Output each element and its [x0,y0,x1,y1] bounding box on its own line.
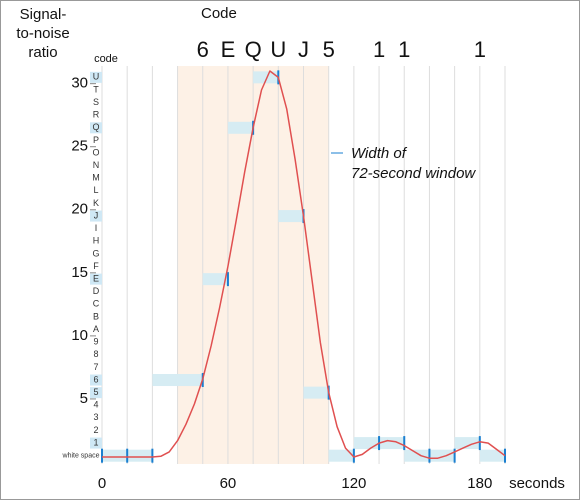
code-tick-label: I [95,223,98,233]
code-tick-label: 9 [93,337,98,347]
sample-band [379,437,405,450]
sample-band [253,71,279,84]
code-highlight [90,210,102,222]
code-tick-label: B [93,311,99,321]
y-axis-label: to-noise [16,25,69,42]
sample-band [328,449,354,462]
code-tick-label: D [93,286,100,296]
code-tick-label: K [93,198,99,208]
x-tick-label: 120 [341,475,366,492]
sample-band [479,449,505,462]
x-tick-label: 180 [467,475,492,492]
code-tick-label: L [93,185,98,195]
y-tick-label: 15 [71,264,88,281]
code-tick-label: S [93,97,99,107]
y-tick-label: 10 [71,327,88,344]
y-tick-label: 30 [71,75,88,92]
code-axis-label: code [94,53,118,65]
snr-curve [102,70,506,459]
y-axis-label: ratio [28,44,57,61]
code-tick-label: R [93,110,100,120]
code-tick-label: white space [62,453,100,460]
decoded-code: Q [245,37,262,62]
code-tick-label: 6 [93,374,98,384]
code-tick-label: Q [92,122,99,132]
sample-band [353,437,380,450]
code-tick-label: 2 [93,425,98,435]
code-highlight [90,273,102,285]
code-tick-label: C [93,299,100,309]
code-highlight [90,437,102,449]
background-layer [90,66,506,464]
code-tick-label: 3 [93,412,98,422]
code-tick-label: M [92,173,100,183]
sample-band [127,449,153,462]
sample-band [303,386,329,399]
annotation: Width of [351,145,408,162]
code-tick-label: 7 [93,362,98,372]
x-tick-label: 0 [98,475,106,492]
y-tick-label: 25 [71,138,88,155]
y-tick-label: 5 [80,390,88,407]
code-tick-label: F [93,261,99,271]
sample-band [454,437,480,450]
decoded-code: 1 [474,37,486,62]
code-highlight [90,71,102,83]
code-tick-label: 1 [93,437,98,447]
x-tick-label: 60 [220,475,237,492]
code-highlight [90,374,102,386]
sample-band [429,449,455,462]
code-tick-label: O [92,147,99,157]
decoded-code: U [270,37,286,62]
code-tick-label: N [93,160,100,170]
x-axis-label: seconds [509,475,565,492]
decoded-code: J [298,37,309,62]
main-layer: white space123456789ABCDEFGHIJKLMNOPQRST… [62,37,506,492]
code-tick-label: U [93,72,100,82]
code-highlight [90,387,102,399]
code-tick-label: A [93,324,99,334]
code-title: Code [201,5,237,22]
code-tick-label: 5 [93,387,98,397]
code-tick-label: H [93,236,100,246]
code-highlight [90,122,102,134]
decoded-code: 1 [398,37,410,62]
sample-band [227,121,254,134]
annotation: 72-second window [351,165,476,182]
code-tick-label: G [92,248,99,258]
decoded-code: 5 [323,37,335,62]
code-tick-label: 8 [93,349,98,359]
y-tick-label: 20 [71,201,88,218]
decoded-code: 6 [197,37,209,62]
decoded-code: E [221,37,236,62]
y-axis-label: Signal- [20,6,67,23]
sample-band [404,449,430,462]
code-tick-label: E [93,274,99,284]
code-tick-label: T [93,84,99,94]
code-tick-label: P [93,135,99,145]
code-tick-label: J [94,210,99,220]
sample-band [202,273,228,286]
sample-band [102,449,128,462]
sample-band [152,374,203,387]
sample-band [278,210,304,223]
decoded-code: 1 [373,37,385,62]
code-tick-label: 4 [93,400,98,410]
